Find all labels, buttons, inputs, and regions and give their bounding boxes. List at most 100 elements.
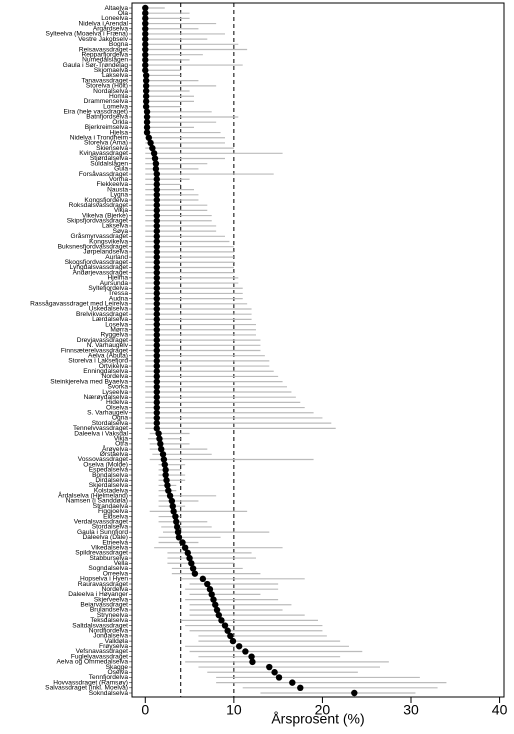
- category-label: Stabburselva: [90, 555, 129, 562]
- dot: [142, 41, 149, 48]
- category-label: Lyseelva: [102, 389, 128, 396]
- category-label: Brulandselva: [90, 607, 128, 614]
- dot: [142, 9, 149, 17]
- dot: [160, 456, 168, 463]
- dot: [142, 61, 149, 69]
- category-label: Finnsæterelvassdraget: [61, 347, 128, 354]
- category-label: Vella: [114, 560, 129, 567]
- category-label: Loneelva: [101, 15, 128, 22]
- category-label: Skogsfjordvassdraget: [65, 259, 129, 266]
- dot: [159, 451, 167, 458]
- category-label: Loselva: [105, 321, 128, 328]
- category-label: Verdalsvassdraget: [74, 519, 128, 526]
- category-label: Numedalslågen: [82, 56, 128, 64]
- dot: [168, 497, 176, 505]
- category-label: Nordfjordelva: [89, 627, 129, 634]
- dot: [153, 201, 160, 209]
- dot: [224, 627, 231, 634]
- category-label: Ola: [118, 10, 129, 17]
- category-label: Eira (hele vassdraget): [63, 109, 128, 116]
- category-label: Ryggelva: [101, 332, 129, 339]
- dot: [153, 285, 160, 292]
- dot: [152, 160, 160, 167]
- x-tick-label: 0: [141, 702, 149, 718]
- dot: [212, 601, 219, 608]
- category-label: Gaula i Sunnfjord: [77, 529, 128, 536]
- dot: [153, 248, 160, 256]
- dot: [213, 606, 221, 614]
- category-label: Valldøla: [105, 638, 129, 645]
- dot: [153, 259, 160, 266]
- category-label: Eidselva: [103, 513, 128, 520]
- category-label: Nidelva i Arendal: [79, 20, 129, 27]
- dot: [153, 217, 160, 224]
- x-tick-label: 10: [226, 702, 242, 718]
- category-label: Lakselva: [102, 72, 128, 79]
- category-label: Kolstadelva: [94, 487, 128, 494]
- category-label: Argårdselva: [93, 25, 129, 33]
- dot: [153, 362, 160, 370]
- category-label: Aurland: [105, 254, 128, 261]
- dot: [153, 264, 160, 271]
- category-label: Stordalselva: [92, 420, 129, 427]
- dot: [153, 212, 160, 219]
- category-label: Årøyelva: [102, 444, 128, 453]
- category-label: Beiarvassdraget: [80, 602, 128, 609]
- dot: [149, 144, 156, 152]
- dot: [297, 684, 304, 692]
- dot: [153, 316, 160, 323]
- dot: [199, 575, 207, 583]
- dot: [153, 352, 160, 359]
- category-label: Hjelsa: [110, 129, 129, 136]
- dot: [158, 445, 165, 453]
- dot: [153, 326, 160, 333]
- category-label: Vikelva (Bjerke): [82, 212, 128, 219]
- dot: [142, 30, 149, 38]
- category-label: Vikedalselva: [91, 544, 128, 551]
- category-label: Lygna: [110, 192, 128, 199]
- category-label: Bjerkreimselva: [85, 124, 129, 131]
- category-label: Fuglelyavassdraget: [71, 653, 128, 660]
- dot: [249, 658, 256, 666]
- category-label: Aursunda: [100, 280, 129, 287]
- category-label: Kongsvikelva: [89, 238, 128, 245]
- dot: [351, 689, 358, 697]
- category-label: Etneelva: [102, 539, 128, 546]
- category-label: Dirdalselva: [95, 477, 128, 484]
- dot: [210, 596, 217, 603]
- category-label: Strandaelva: [93, 503, 129, 510]
- dot: [143, 108, 151, 115]
- x-axis-label: Årsprosent (%): [271, 711, 364, 727]
- category-label: Rauravassdraget: [78, 581, 128, 588]
- category-label: Storelva i Laksefjord: [68, 358, 128, 365]
- dot: [179, 539, 186, 546]
- dot: [235, 643, 243, 650]
- dot: [164, 482, 171, 489]
- x-tick-label: 20: [315, 702, 331, 718]
- category-label: Mørra: [110, 326, 128, 333]
- category-label: Audna: [109, 295, 128, 302]
- category-label: Storelva (Holt): [86, 83, 128, 90]
- category-label: S. Varhaugelv: [87, 410, 129, 417]
- dot: [248, 653, 255, 660]
- dot: [153, 253, 160, 261]
- category-label: N. Varhaugelv: [87, 342, 129, 349]
- dot: [145, 134, 153, 141]
- category-label: Ogna: [112, 415, 128, 422]
- category-label: Forsåvassdraget: [79, 170, 128, 178]
- dot: [142, 25, 149, 32]
- dot: [143, 118, 151, 126]
- category-label: Lomelva: [103, 103, 128, 110]
- category-label: Daleelva i Vaksdal: [74, 430, 128, 437]
- dot: [153, 196, 160, 204]
- dot: [155, 430, 162, 437]
- dot: [152, 165, 160, 173]
- dot: [153, 394, 160, 401]
- dot: [142, 77, 150, 84]
- category-label: Tanavassdraget: [81, 77, 128, 84]
- category-label: Uskedalselva: [89, 306, 129, 313]
- category-label: Sogndalselva: [88, 565, 128, 572]
- dot: [153, 336, 160, 344]
- dot: [153, 419, 160, 427]
- dot: [153, 388, 160, 396]
